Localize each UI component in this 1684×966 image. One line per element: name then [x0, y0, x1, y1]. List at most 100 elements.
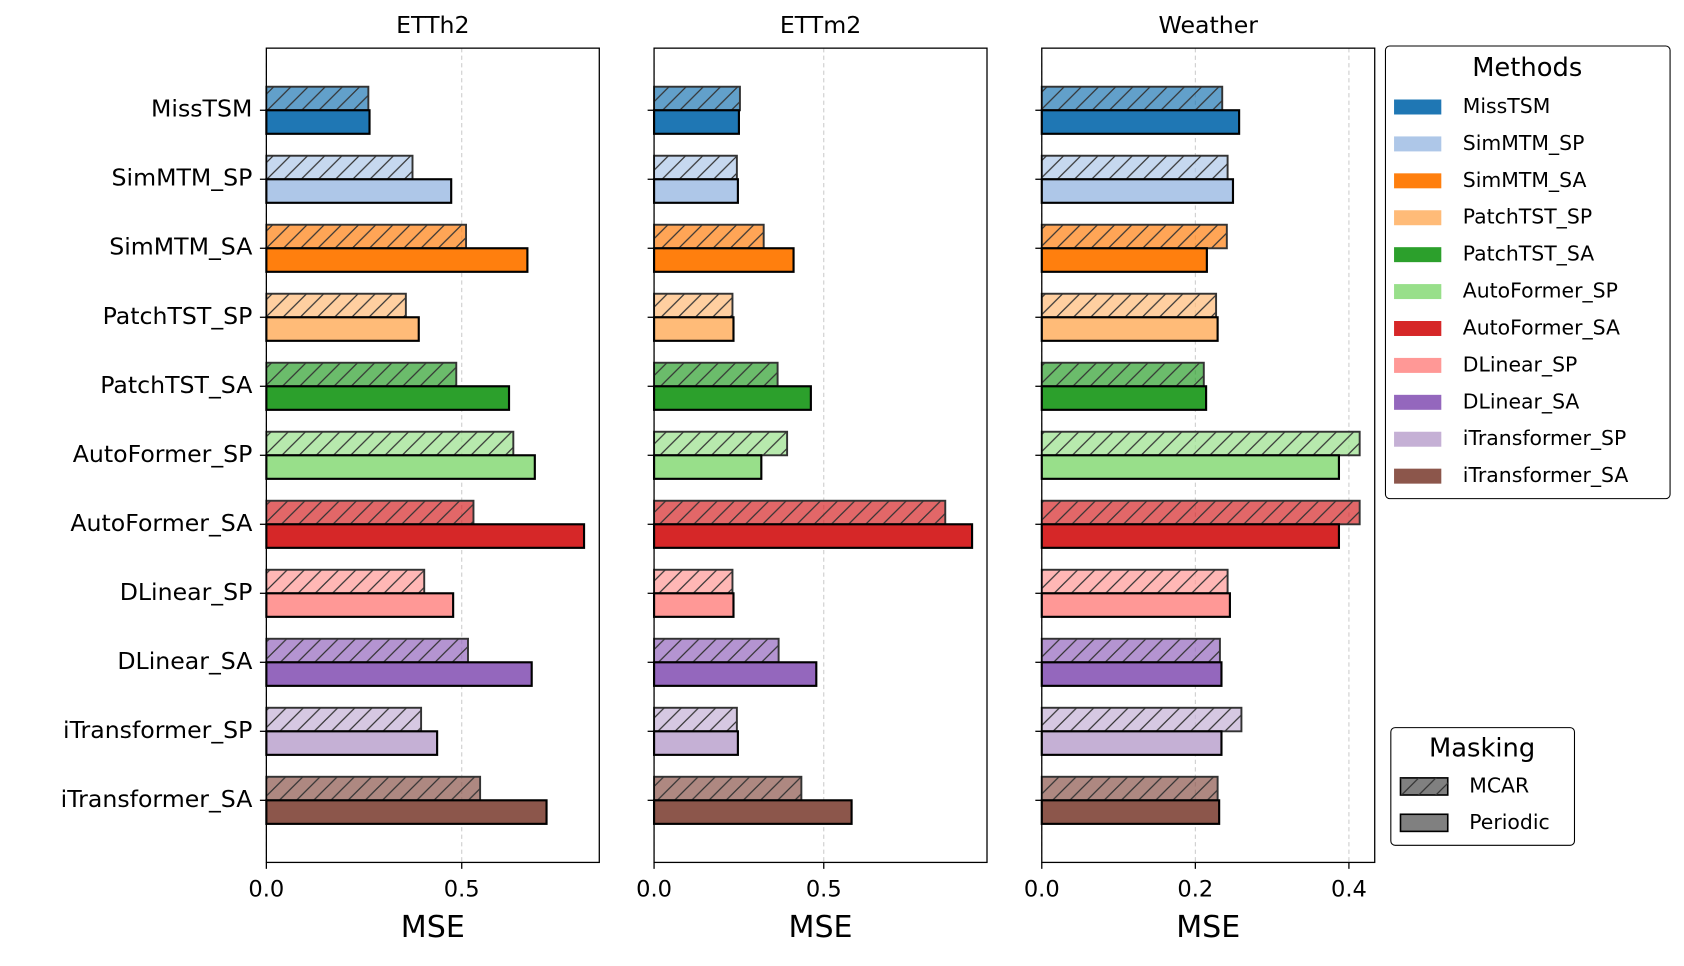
x-tick-label: 0.5: [444, 877, 480, 903]
hatch: [1041, 638, 1220, 663]
x-tick-label: 0.2: [1177, 877, 1213, 903]
bar: [265, 385, 511, 411]
legend-title: Masking: [1429, 734, 1535, 764]
legend-label: SimMTM_SP: [1463, 131, 1585, 156]
x-axis-label: MSE: [789, 910, 853, 945]
hatch: [654, 638, 779, 663]
x-axis-label: MSE: [401, 910, 465, 945]
y-tick-label: PatchTST_SP: [103, 302, 253, 330]
hatch: [1041, 500, 1360, 525]
bar: [265, 592, 455, 618]
y-tick-label: SimMTM_SA: [109, 233, 252, 261]
bar: [652, 523, 974, 549]
bar: [1040, 247, 1208, 273]
hatch: [1041, 362, 1204, 387]
bar: [652, 178, 739, 204]
legend-label: MCAR: [1469, 773, 1529, 797]
bar: [1040, 661, 1223, 687]
hatch: [1041, 293, 1217, 318]
hatch: [266, 638, 468, 663]
bar: [265, 730, 439, 756]
hatch: [654, 362, 778, 387]
legend-label: DLinear_SA: [1463, 389, 1580, 414]
bar: [1040, 178, 1235, 204]
bar: [1040, 523, 1341, 549]
y-tick-label: DLinear_SA: [117, 647, 252, 675]
legend-swatch: [1394, 136, 1442, 152]
y-tick-label: DLinear_SP: [120, 578, 253, 606]
bar: [1040, 109, 1241, 135]
axes-frame: [653, 47, 988, 864]
bar: [652, 454, 763, 480]
hatch: [654, 569, 733, 594]
bar: [652, 592, 735, 618]
hatch: [1041, 569, 1228, 594]
hatch: [654, 224, 764, 249]
hatch: [1041, 86, 1223, 111]
bar: [652, 247, 795, 273]
hatch: [266, 224, 467, 249]
panel-title: ETTh2: [396, 11, 469, 39]
x-tick-label: 0.0: [1024, 877, 1060, 903]
bar: [652, 109, 740, 135]
hatch: [1400, 777, 1448, 796]
legend-swatch: [1394, 431, 1442, 447]
bar: [265, 523, 586, 549]
hatch: [1041, 707, 1242, 732]
legend-swatch: [1399, 813, 1449, 833]
y-tick-label: AutoFormer_SP: [73, 440, 253, 468]
plot-area: ETTh2 0.0 0.5 MSE MissTSM SimMTM_SP SimMTM_SA P…: [61, 11, 1671, 945]
bar: [1040, 316, 1219, 342]
panel-title: ETTm2: [780, 11, 861, 39]
legend-swatch: [1394, 321, 1442, 336]
legend-label: MissTSM: [1463, 94, 1551, 118]
y-tick-label: MissTSM: [151, 95, 252, 123]
hatch: [266, 500, 474, 525]
hatch: [1041, 776, 1218, 801]
x-tick-label: 0.4: [1331, 877, 1367, 903]
bar: [265, 454, 536, 480]
hatch: [654, 776, 802, 801]
hatch: [654, 431, 788, 456]
hatch: [1041, 431, 1360, 456]
bar: [265, 178, 453, 204]
hatch: [654, 293, 733, 318]
hatch: [266, 155, 413, 180]
hatch: [654, 500, 946, 525]
hatch: [266, 431, 514, 456]
x-axis-label: MSE: [1176, 910, 1240, 945]
y-tick-label: AutoFormer_SA: [70, 509, 252, 537]
panel-title: Weather: [1159, 11, 1259, 39]
legend-label: iTransformer_SA: [1463, 463, 1629, 488]
legend-label: PatchTST_SA: [1463, 242, 1594, 267]
bar: [1040, 454, 1341, 480]
legend-label: AutoFormer_SP: [1463, 279, 1618, 304]
hatch: [654, 86, 740, 111]
hatch: [266, 86, 369, 111]
hatch: [1041, 155, 1228, 180]
legend-label: DLinear_SP: [1463, 352, 1578, 377]
bar: [1040, 385, 1208, 411]
bar: [652, 316, 735, 342]
legend-title: Methods: [1472, 53, 1582, 83]
x-tick-label: 0.0: [248, 877, 284, 903]
legend-swatch: [1394, 210, 1442, 226]
axes-frame: [265, 47, 600, 864]
bar: [652, 661, 818, 687]
bar: [652, 385, 812, 411]
legend-swatch: [1394, 284, 1442, 300]
bar: [1040, 592, 1231, 618]
y-tick-label: iTransformer_SA: [61, 785, 253, 813]
legend-label: SimMTM_SA: [1463, 168, 1587, 193]
bar: [265, 316, 420, 342]
legend-swatch: [1394, 173, 1442, 189]
legend-swatch: [1394, 99, 1442, 115]
legend-box: [1384, 45, 1671, 500]
bar: [265, 799, 548, 825]
legend-label: iTransformer_SP: [1463, 426, 1627, 451]
legend-swatch: [1394, 357, 1442, 373]
bar: [265, 247, 529, 273]
legend-swatch: [1394, 468, 1442, 484]
legend-label: Periodic: [1469, 810, 1549, 834]
